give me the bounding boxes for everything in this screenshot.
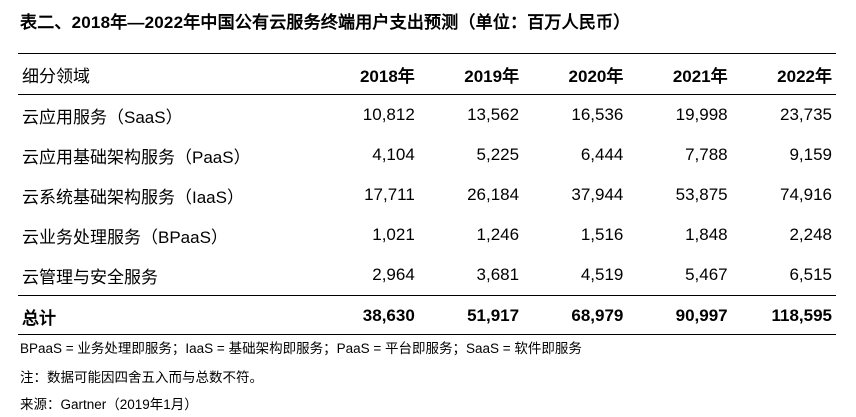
- table-cell: 26,184: [467, 185, 520, 204]
- total-label: 总计: [22, 308, 56, 328]
- total-cell: 51,917: [467, 306, 520, 325]
- table-cell: 4,104: [372, 145, 415, 164]
- table-cell: 16,536: [571, 105, 624, 124]
- table-cell: 5,467: [685, 265, 728, 284]
- abbreviation-note: BPaaS = 业务处理即服务；IaaS = 基础架构即服务；PaaS = 平台…: [20, 341, 582, 356]
- table-cell: 23,735: [780, 105, 832, 124]
- table-cell: 10,812: [362, 105, 415, 124]
- total-cell: 38,630: [362, 306, 415, 325]
- column-header: 2020年: [568, 66, 624, 86]
- table-cell: 3,681: [476, 265, 520, 284]
- corner-label: 细分领域: [22, 66, 90, 86]
- table-header-row: 细分领域 2018年 2019年 2020年 2021年 2022年: [18, 54, 836, 95]
- column-header: 2022年: [777, 66, 832, 86]
- row-label: 云系统基础架构服务（IaaS）: [22, 187, 244, 207]
- table-cell: 2,964: [372, 265, 415, 284]
- column-header: 2019年: [464, 66, 520, 86]
- table-row: 云应用基础架构服务（PaaS） 4,104 5,225 6,444 7,788 …: [18, 135, 836, 175]
- table-cell: 37,944: [571, 185, 624, 204]
- row-label: 云管理与安全服务: [22, 267, 158, 287]
- total-cell: 90,997: [675, 306, 728, 325]
- table-cell: 5,225: [476, 145, 520, 164]
- table-cell: 6,444: [580, 145, 624, 164]
- table-cell: 7,788: [685, 145, 728, 164]
- table-row: 云业务处理服务（BPaaS） 1,021 1,246 1,516 1,848 2…: [18, 215, 836, 255]
- table-cell: 1,516: [580, 225, 624, 244]
- table-total-row: 总计 38,630 51,917 68,979 90,997 118,595: [18, 295, 836, 337]
- table-cell: 2,248: [789, 225, 832, 244]
- table-row: 云管理与安全服务 2,964 3,681 4,519 5,467 6,515: [18, 255, 836, 296]
- source-note: 来源：Gartner（2019年1月）: [20, 397, 198, 412]
- table-cell: 1,246: [476, 225, 520, 244]
- table-cell: 1,848: [685, 225, 728, 244]
- row-label: 云应用服务（SaaS）: [22, 107, 183, 127]
- row-label: 云业务处理服务（BPaaS）: [22, 227, 228, 247]
- table-cell: 19,998: [675, 105, 728, 124]
- row-label: 云应用基础架构服务（PaaS）: [22, 147, 251, 167]
- total-cell: 118,595: [771, 306, 832, 325]
- table-cell: 9,159: [789, 145, 832, 164]
- table-cell: 74,916: [780, 185, 832, 204]
- table-row: 云应用服务（SaaS） 10,812 13,562 16,536 19,998 …: [18, 95, 836, 136]
- table-cell: 1,021: [372, 225, 415, 244]
- table-cell: 17,711: [364, 185, 415, 204]
- table-cell: 53,875: [675, 185, 728, 204]
- table-cell: 4,519: [580, 265, 624, 284]
- rounding-note: 注：数据可能因四舍五入而与总数不符。: [20, 370, 263, 385]
- table-row: 云系统基础架构服务（IaaS） 17,711 26,184 37,944 53,…: [18, 175, 836, 215]
- data-table: 细分领域 2018年 2019年 2020年 2021年 2022年 云应用服务…: [18, 53, 836, 335]
- table-cell: 6,515: [789, 265, 832, 284]
- table-title: 表二、2018年—2022年中国公有云服务终端用户支出预测（单位：百万人民币）: [20, 13, 631, 32]
- column-header: 2021年: [672, 66, 728, 86]
- table-cell: 13,562: [467, 105, 520, 124]
- total-cell: 68,979: [571, 306, 624, 325]
- column-header: 2018年: [359, 66, 415, 86]
